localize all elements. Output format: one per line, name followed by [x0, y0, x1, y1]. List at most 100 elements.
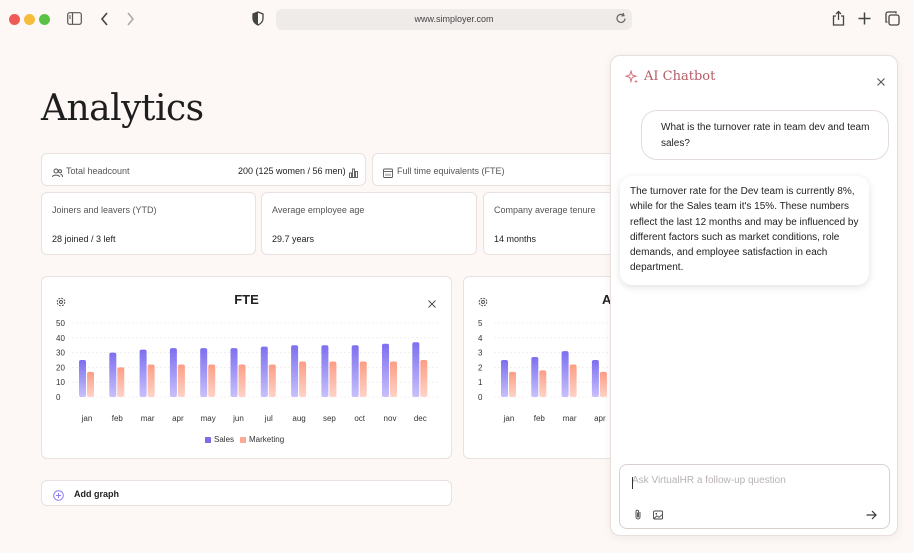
bar-sales-sep[interactable]: [321, 345, 329, 397]
bar-marketing-jan[interactable]: [509, 371, 516, 397]
fte-chart-card: FTE 0 10 20 30 40 50 jan feb mar apr may jun jul aug s…: [41, 276, 452, 459]
headcount-label: Total headcount: [66, 166, 130, 176]
headcount-value: 200 (125 women / 56 men): [238, 166, 346, 176]
y-tick-label: 4: [478, 334, 483, 343]
bar-sales-jan[interactable]: [79, 360, 86, 397]
x-tick-label: mar: [563, 414, 577, 423]
x-tick-label: mar: [141, 414, 155, 423]
bar-sales-jul[interactable]: [260, 346, 268, 397]
chart-title: A: [602, 292, 612, 307]
bar-sales-mar[interactable]: [561, 351, 569, 397]
y-tick-label: 0: [56, 393, 61, 402]
attachment-icon[interactable]: [634, 507, 642, 525]
x-tick-label: dec: [414, 414, 427, 423]
minimize-window-button[interactable]: [24, 14, 35, 25]
y-tick-label: 20: [56, 363, 65, 372]
bar-sales-nov[interactable]: [382, 343, 389, 397]
bot-message: The turnover rate for the Dev team is cu…: [620, 176, 869, 285]
chat-input-box[interactable]: [619, 464, 890, 529]
x-tick-label: sep: [323, 414, 336, 423]
stat-card-age: Average employee age 29.7 years: [261, 192, 477, 255]
chatbot-title: AI Chatbot: [644, 69, 716, 84]
calendar-icon: [383, 165, 393, 183]
image-icon[interactable]: [653, 507, 663, 525]
chart-settings-icon[interactable]: [478, 294, 488, 312]
bar-marketing-aug[interactable]: [299, 361, 307, 397]
bar-sales-aug[interactable]: [291, 345, 299, 397]
bar-marketing-apr[interactable]: [177, 364, 185, 397]
bar-sales-jan[interactable]: [501, 360, 508, 397]
y-tick-label: 0: [478, 393, 483, 402]
y-tick-label: 2: [478, 363, 483, 372]
y-tick-label: 50: [56, 319, 65, 328]
tenure-label: Company average tenure: [494, 205, 596, 215]
chart-legend: Sales Marketing: [205, 435, 284, 444]
close-chart-icon[interactable]: [428, 295, 436, 313]
fte-bar-chart: 0 10 20 30 40 50 jan feb mar apr may jun jul aug sep oc…: [56, 319, 438, 423]
bar-marketing-jan[interactable]: [87, 371, 94, 397]
legend-item-marketing: Marketing: [240, 435, 284, 444]
send-arrow-icon[interactable]: [866, 507, 877, 525]
bar-marketing-may[interactable]: [208, 364, 216, 397]
x-tick-label: apr: [172, 414, 184, 423]
bar-marketing-nov[interactable]: [390, 361, 397, 397]
bar-marketing-feb[interactable]: [117, 367, 125, 397]
bar-sales-oct[interactable]: [351, 345, 359, 397]
new-tab-icon[interactable]: [858, 12, 871, 30]
add-circle-icon: [53, 488, 64, 506]
back-icon[interactable]: [100, 12, 109, 31]
tab-overview-icon[interactable]: [885, 11, 900, 31]
y-tick-label: 1: [478, 378, 483, 387]
stat-card-tenure: Company average tenure 14 months: [483, 192, 623, 255]
bar-sales-apr[interactable]: [591, 360, 599, 397]
bar-marketing-jun[interactable]: [238, 364, 246, 397]
stat-card-joiners: Joiners and leavers (YTD) 28 joined / 3 …: [41, 192, 256, 255]
bar-sales-may[interactable]: [200, 348, 208, 397]
page-title: Analytics: [41, 88, 204, 129]
bar-marketing-sep[interactable]: [329, 361, 337, 397]
close-chat-icon[interactable]: [877, 73, 885, 91]
chat-input[interactable]: [632, 475, 872, 486]
close-window-button[interactable]: [9, 14, 20, 25]
x-tick-label: jul: [264, 414, 273, 423]
bar-sales-jun[interactable]: [230, 348, 238, 397]
user-message: What is the turnover rate in team dev an…: [641, 110, 889, 160]
reload-icon[interactable]: [615, 12, 627, 30]
sparkle-icon: [624, 69, 639, 89]
bar-marketing-jul[interactable]: [268, 364, 276, 397]
people-icon: [52, 165, 63, 183]
bar-sales-apr[interactable]: [169, 348, 177, 397]
forward-icon[interactable]: [126, 12, 135, 31]
legend-label: Sales: [214, 435, 235, 444]
bar-sales-mar[interactable]: [139, 349, 147, 397]
legend-label: Marketing: [249, 435, 285, 444]
ai-chatbot-panel: AI Chatbot What is the turnover rate in …: [610, 55, 898, 536]
bar-marketing-oct[interactable]: [359, 361, 367, 397]
chart-settings-icon[interactable]: [56, 294, 66, 312]
stat-card-headcount: Total headcount 200 (125 women / 56 men): [41, 153, 366, 186]
chart-icon[interactable]: [349, 165, 358, 183]
url-text: www.simployer.com: [414, 14, 494, 24]
bar-marketing-mar[interactable]: [569, 364, 577, 397]
privacy-shield-icon[interactable]: [252, 11, 264, 31]
x-tick-label: jun: [232, 414, 244, 423]
joiners-label: Joiners and leavers (YTD): [52, 205, 157, 215]
bar-sales-dec[interactable]: [412, 342, 420, 397]
age-label: Average employee age: [272, 205, 365, 215]
bar-sales-feb[interactable]: [531, 357, 539, 397]
maximize-window-button[interactable]: [39, 14, 50, 25]
bar-marketing-mar[interactable]: [147, 364, 155, 397]
bar-marketing-feb[interactable]: [539, 370, 547, 397]
x-tick-label: oct: [354, 414, 365, 423]
bar-marketing-dec[interactable]: [420, 360, 428, 397]
add-graph-button[interactable]: Add graph: [41, 480, 452, 506]
x-tick-label: feb: [534, 414, 546, 423]
x-tick-label: jan: [503, 414, 515, 423]
bar-sales-feb[interactable]: [109, 352, 117, 397]
browser-toolbar: www.simployer.com: [0, 0, 914, 40]
sidebar-toggle-icon[interactable]: [67, 12, 82, 30]
address-bar[interactable]: www.simployer.com: [276, 9, 632, 30]
joiners-value: 28 joined / 3 left: [52, 234, 116, 244]
bar-marketing-apr[interactable]: [599, 371, 607, 397]
share-icon[interactable]: [832, 10, 845, 31]
